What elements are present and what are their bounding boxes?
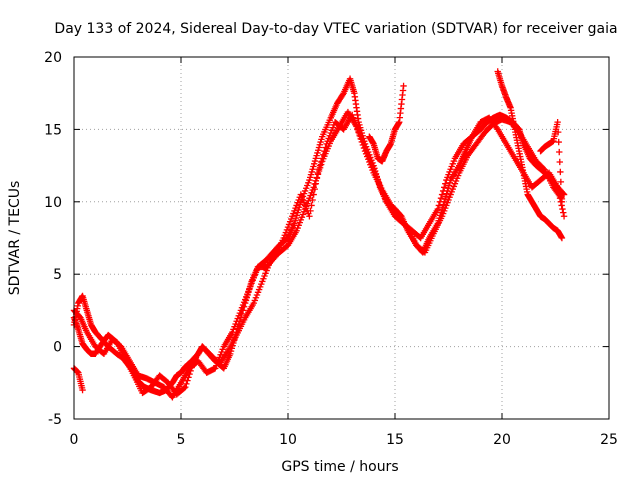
data-point (186, 370, 193, 378)
grid-layer (74, 57, 609, 419)
data-point (360, 144, 368, 152)
data-point (358, 138, 366, 146)
series-track-e (366, 82, 407, 165)
y-tick-label: 5 (53, 267, 62, 283)
x-tick-label: 20 (493, 432, 511, 448)
data-point (400, 82, 407, 90)
data-point (435, 202, 443, 209)
y-tick-label: 10 (44, 195, 62, 211)
data-point (354, 126, 361, 133)
data-point (308, 202, 315, 209)
data-point (559, 205, 566, 213)
data-point (183, 380, 190, 388)
data-point (312, 177, 320, 185)
data-point (189, 361, 196, 368)
data-point (357, 135, 364, 143)
data-point (181, 384, 188, 392)
data-point (188, 364, 195, 371)
x-tick-label: 15 (386, 432, 404, 448)
data-point (437, 194, 445, 202)
data-point (359, 141, 367, 149)
data-point (442, 180, 449, 187)
y-tick-label: 0 (53, 340, 62, 356)
series-track-d (70, 365, 86, 394)
data-point (434, 205, 441, 213)
data-point (558, 188, 565, 196)
y-tick-label: 20 (44, 50, 62, 66)
y-tick-label: -5 (48, 412, 62, 428)
x-axis-label: GPS time / hours (281, 459, 398, 475)
data-point (187, 367, 194, 375)
data-point (558, 234, 566, 242)
data-point (540, 165, 547, 173)
x-tick-label: 0 (70, 432, 79, 448)
series-track-g (537, 118, 566, 205)
data-point (314, 171, 322, 178)
data-point (182, 383, 189, 391)
data-point (185, 374, 192, 381)
data-point (556, 158, 563, 166)
data-point (184, 377, 191, 384)
data-point (554, 118, 561, 126)
data-point (311, 180, 318, 188)
data-point (439, 187, 447, 195)
data-point (353, 123, 360, 130)
data-point (556, 148, 563, 156)
data-point (555, 138, 562, 146)
data-point (306, 213, 313, 220)
x-tick-label: 10 (279, 432, 297, 448)
data-point (309, 196, 316, 204)
data-point (436, 198, 444, 205)
data-point (557, 178, 565, 186)
plot-frame (73, 56, 610, 420)
data-point (560, 209, 567, 216)
data-points (70, 68, 568, 401)
data-point (356, 132, 363, 139)
series-track-f (494, 68, 566, 242)
chart-title: Day 133 of 2024, Sidereal Day-to-day VTE… (54, 21, 617, 37)
data-point (558, 198, 566, 205)
data-point (316, 164, 324, 171)
tick-layer: 0 5 10 15 20 25 -5 0 5 10 15 20 (44, 50, 618, 448)
x-tick-label: 5 (177, 432, 186, 448)
y-axis-label: SDTVAR / TECUs (7, 181, 23, 296)
data-point (403, 223, 410, 230)
data-point (560, 213, 568, 220)
data-point (79, 386, 86, 394)
data-point (317, 161, 325, 168)
data-point (493, 124, 500, 132)
x-tick-label: 25 (600, 432, 618, 448)
data-point (313, 174, 321, 181)
data-point (441, 184, 448, 191)
data-point (315, 167, 323, 175)
data-point (557, 194, 565, 201)
data-point (310, 184, 317, 191)
y-tick-label: 15 (44, 122, 62, 138)
data-point (355, 129, 362, 136)
data-point (557, 168, 564, 176)
data-point (438, 191, 446, 198)
data-point (554, 128, 562, 136)
data-point (307, 207, 314, 215)
